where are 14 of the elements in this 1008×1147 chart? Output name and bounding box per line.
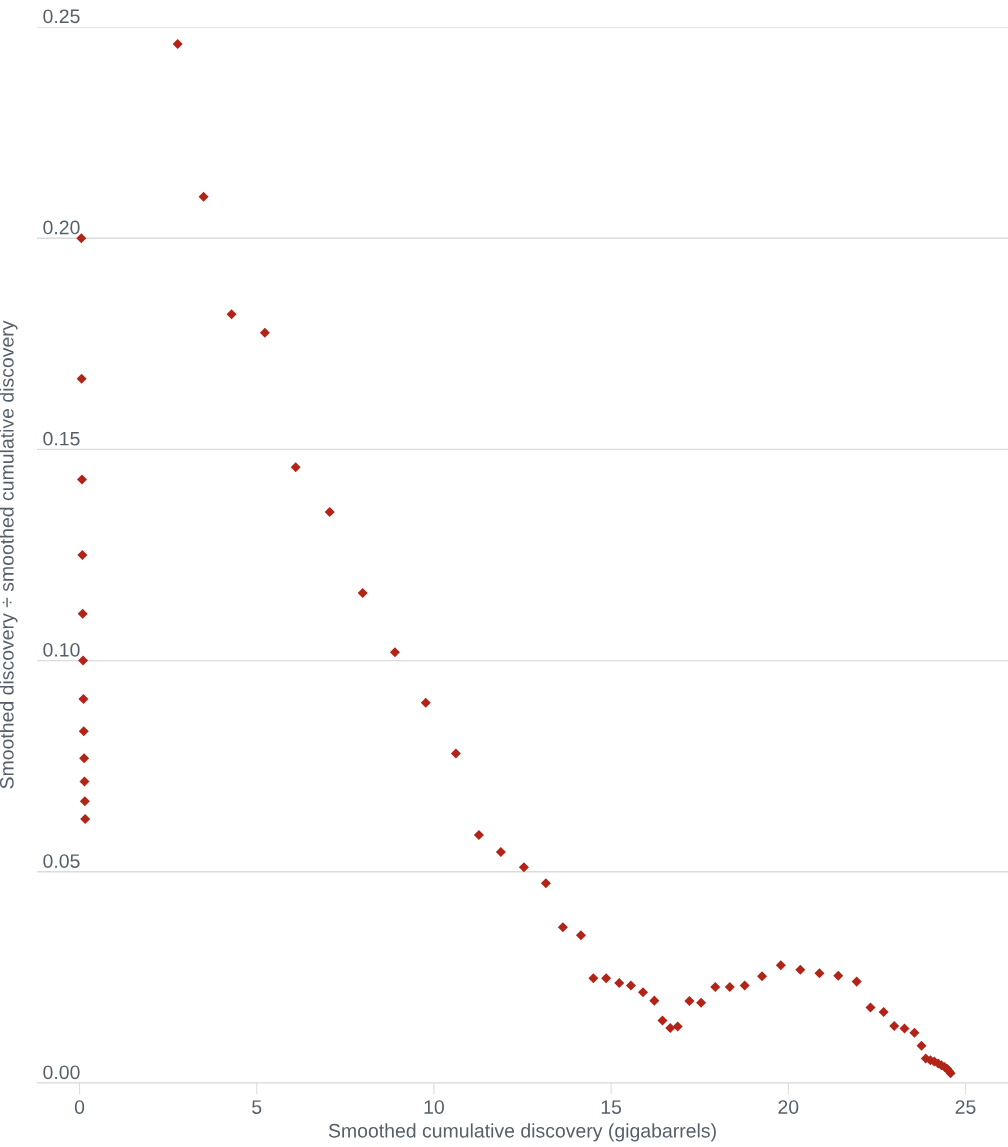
y-tick-label: 0.10 bbox=[43, 642, 80, 657]
x-tick-label: 0 bbox=[74, 1100, 85, 1114]
y-tick-label: 0.20 bbox=[43, 220, 80, 235]
x-tick-label: 10 bbox=[424, 1100, 444, 1114]
x-tick-label: 5 bbox=[252, 1100, 262, 1114]
y-tick-label: 0.25 bbox=[43, 9, 80, 24]
y-tick-label: 0.05 bbox=[43, 854, 80, 868]
x-axis-title: Smoothed cumulative discovery (gigabarrels) bbox=[328, 1123, 716, 1142]
y-tick-label: 0.15 bbox=[43, 431, 80, 446]
x-tick-label: 15 bbox=[601, 1100, 622, 1114]
x-tick-label: 20 bbox=[778, 1100, 799, 1114]
x-tick-label: 25 bbox=[955, 1100, 976, 1114]
y-axis-title: Smoothed discovery ÷ smoothed cumulative discovery bbox=[0, 320, 18, 789]
y-tick-label: 0.00 bbox=[43, 1065, 80, 1080]
